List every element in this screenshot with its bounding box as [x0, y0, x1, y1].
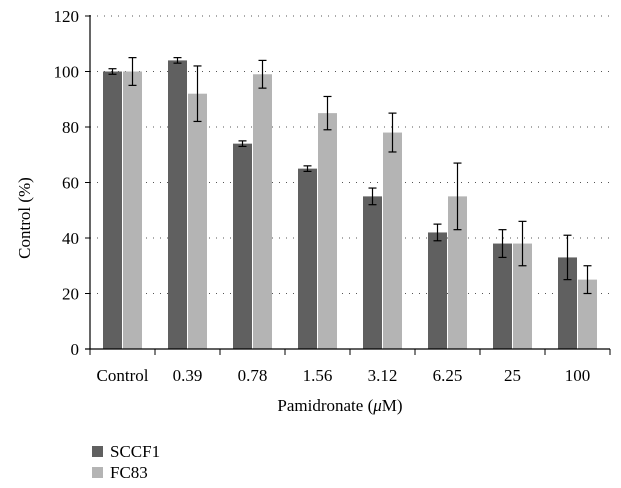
- x-tick-label-25: 25: [504, 366, 521, 385]
- y-tick-label-20: 20: [62, 285, 79, 304]
- error-bar-fc83-100: [583, 265, 592, 295]
- bar-sccf1-25: [493, 243, 512, 349]
- x-tick-label-control: Control: [97, 366, 149, 385]
- x-axis-title-unit-suffix: M): [382, 396, 403, 415]
- error-bars: [108, 57, 592, 295]
- error-bar-sccf1-3_12: [368, 187, 377, 206]
- error-bar-sccf1-100: [563, 234, 572, 281]
- error-bar-sccf1-25: [498, 229, 507, 259]
- legend-label-sccf1: SCCF1: [110, 442, 160, 461]
- bars: [103, 60, 597, 350]
- bar-sccf1-3_12: [363, 196, 382, 349]
- x-axis-title-unit-symbol: μ: [372, 396, 382, 415]
- y-tick-label-100: 100: [54, 63, 80, 82]
- x-tick-label-1_56: 1.56: [303, 366, 333, 385]
- bar-fc83-control: [123, 71, 142, 349]
- y-tick-label-80: 80: [62, 118, 79, 137]
- error-bar-fc83-0_39: [193, 65, 202, 123]
- bar-fc83-1_56: [318, 113, 337, 349]
- y-tick-labels: 0 20 40 60 80 100 120: [54, 7, 80, 359]
- grid-lines: [90, 15, 610, 294]
- error-bar-fc83-0_78: [258, 59, 267, 89]
- bar-sccf1-6_25: [428, 232, 447, 349]
- legend-swatch-fc83: [92, 467, 103, 478]
- error-bar-fc83-1_56: [323, 95, 332, 131]
- x-tick-label-0_78: 0.78: [238, 366, 268, 385]
- y-tick-label-60: 60: [62, 174, 79, 193]
- legend-item-fc83: FC83: [92, 463, 148, 482]
- x-tick-label-100: 100: [565, 366, 591, 385]
- bar-fc83-100: [578, 279, 597, 349]
- x-tick-label-0_39: 0.39: [173, 366, 203, 385]
- y-tick-label-40: 40: [62, 229, 79, 248]
- error-bar-sccf1-0_39: [173, 57, 182, 64]
- axes: [85, 15, 611, 355]
- error-bar-fc83-3_12: [388, 112, 397, 153]
- y-axis-title: Control (%): [15, 177, 34, 259]
- error-bar-sccf1-0_78: [238, 140, 247, 148]
- bar-sccf1-100: [558, 257, 577, 349]
- error-bar-fc83-control: [128, 57, 137, 86]
- y-tick-label-120: 120: [54, 7, 80, 26]
- error-bar-sccf1-control: [108, 68, 117, 75]
- legend: SCCF1 FC83: [92, 442, 160, 482]
- bar-fc83-0_39: [188, 93, 207, 349]
- x-tick-label-3_12: 3.12: [368, 366, 398, 385]
- x-tick-label-6_25: 6.25: [433, 366, 463, 385]
- bar-sccf1-0_78: [233, 143, 252, 349]
- y-tick-label-0: 0: [71, 340, 80, 359]
- bar-fc83-6_25: [448, 196, 467, 349]
- bar-sccf1-0_39: [168, 60, 187, 350]
- legend-swatch-sccf1: [92, 446, 103, 457]
- bar-fc83-0_78: [253, 74, 272, 350]
- bar-fc83-25: [513, 243, 532, 349]
- bar-sccf1-control: [103, 71, 122, 349]
- x-axis-title-prefix: Pamidronate (: [277, 396, 373, 415]
- error-bar-fc83-25: [518, 220, 527, 267]
- x-axis-title: Pamidronate (μM): [277, 396, 402, 415]
- legend-item-sccf1: SCCF1: [92, 442, 160, 461]
- x-tick-labels: Control 0.39 0.78 1.56 3.12 6.25 25 100: [97, 366, 591, 385]
- legend-label-fc83: FC83: [110, 463, 148, 482]
- bar-sccf1-1_56: [298, 168, 317, 349]
- bar-fc83-3_12: [383, 132, 402, 349]
- error-bar-sccf1-6_25: [433, 223, 442, 242]
- error-bar-sccf1-1_56: [303, 165, 312, 172]
- error-bar-fc83-6_25: [453, 162, 462, 231]
